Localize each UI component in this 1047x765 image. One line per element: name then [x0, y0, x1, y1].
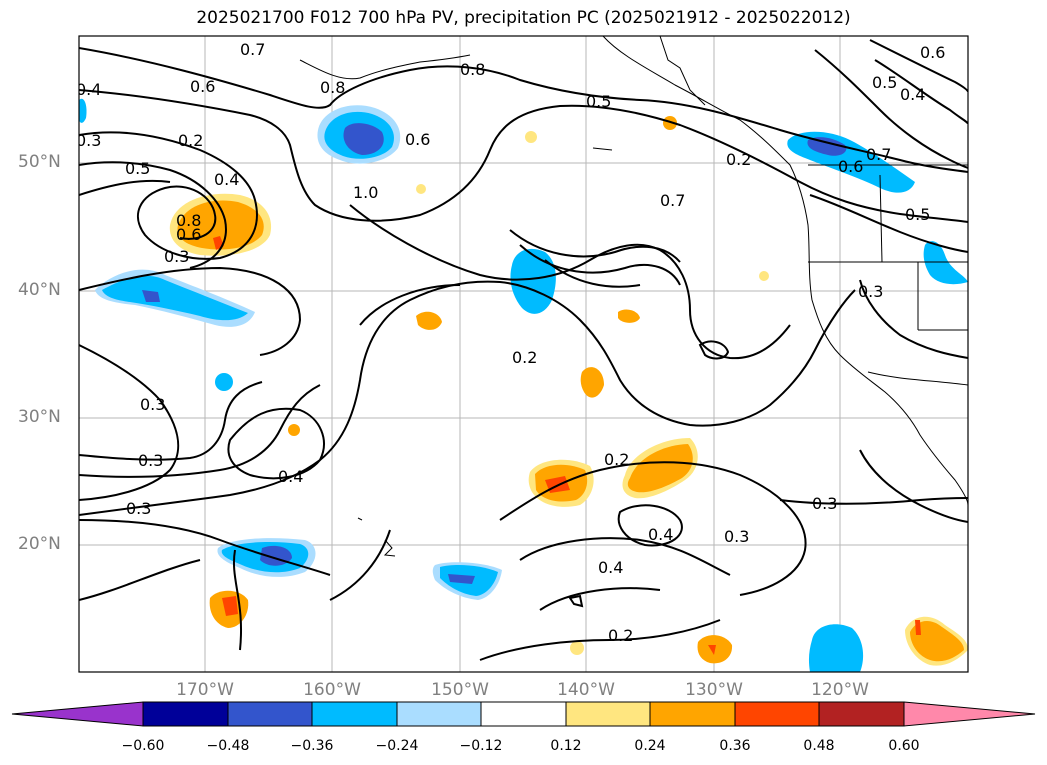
contour-labels: 0.7 0.6 0.4 0.3 0.2 0.5 0.4 0.8 0.6 0.3 …: [76, 40, 945, 645]
contour-label: 0.6: [190, 77, 215, 96]
contour-label: 0.7: [660, 191, 685, 210]
lon-label: 150°W: [431, 680, 489, 700]
contour-label: 0.3: [138, 451, 163, 470]
contour-label: 0.3: [126, 499, 151, 518]
colorbar-bin: [565, 701, 651, 727]
colorbar-bin: [142, 701, 229, 727]
lat-label: 20°N: [18, 534, 61, 554]
map-frame: [78, 35, 969, 673]
colorbar-tick-label: −0.48: [206, 738, 250, 754]
contour-label: 0.4: [598, 558, 623, 577]
contour-label: 0.3: [140, 395, 165, 414]
contour-label: 0.4: [76, 80, 101, 99]
colorbar-tick-label: 0.60: [888, 738, 920, 754]
colorbar-extend-high: [903, 701, 1036, 727]
contour-label: 0.5: [905, 205, 930, 224]
lon-label: 130°W: [685, 680, 743, 700]
colorbar-bin: [734, 701, 820, 727]
lon-label: 140°W: [557, 680, 615, 700]
contour-label: 0.7: [240, 40, 265, 59]
contour-label: 0.6: [838, 157, 863, 176]
contour-label: 0.4: [214, 170, 239, 189]
contour-label: 0.5: [872, 73, 897, 92]
colorbar-tick-label: −0.36: [290, 738, 334, 754]
lat-label: 50°N: [18, 152, 61, 172]
contour-label: 0.6: [405, 130, 430, 149]
contour-label: 0.6: [176, 225, 201, 244]
colorbar-tick-label: 0.48: [803, 738, 835, 754]
colorbar-tick-label: 0.36: [719, 738, 751, 754]
contour-label: 0.8: [460, 60, 485, 79]
contour-label: 0.5: [586, 92, 611, 111]
contour-label: 0.4: [278, 467, 303, 486]
contour-label: 0.4: [648, 525, 673, 544]
contour-label: 0.3: [858, 282, 883, 301]
contour-label: 0.7: [866, 145, 891, 164]
contour-label: 0.2: [512, 348, 537, 367]
colorbar-bin: [480, 701, 567, 727]
colorbar-bin: [818, 701, 905, 727]
contour-label: 1.0: [353, 183, 378, 202]
colorbar-bin: [396, 701, 482, 727]
contour-label: 0.6: [920, 43, 945, 62]
contour-label: 0.3: [164, 247, 189, 266]
contour-label: 0.2: [604, 450, 629, 469]
colorbar-extend-low: [11, 701, 144, 727]
lon-label: 120°W: [811, 680, 869, 700]
colorbar-tick-label: −0.12: [459, 738, 503, 754]
contour-label: 0.2: [726, 150, 751, 169]
colorbar-tick-label: −0.60: [121, 738, 165, 754]
lon-label: 170°W: [176, 680, 234, 700]
contour-label: 0.8: [320, 78, 345, 97]
lat-label: 30°N: [18, 407, 61, 427]
contour-label: 0.2: [608, 626, 633, 645]
contour-label: 0.8: [176, 211, 201, 230]
lon-label: 160°W: [303, 680, 361, 700]
contour-label: 0.3: [76, 131, 101, 150]
colorbar-tick-label: −0.24: [375, 738, 419, 754]
colorbar: [11, 701, 1036, 727]
coastlines: [299, 36, 968, 557]
contour-label: 0.4: [900, 85, 925, 104]
contour-label: 0.3: [724, 527, 749, 546]
map-title: 2025021700 F012 700 hPa PV, precipitatio…: [196, 8, 851, 28]
lat-label: 40°N: [18, 280, 61, 300]
pv-contours: [79, 39, 968, 661]
colorbar-tick-label: 0.24: [634, 738, 666, 754]
colorbar-tick-label: 0.12: [550, 738, 582, 754]
contour-label: 0.3: [812, 494, 837, 513]
colorbar-bin: [649, 701, 736, 727]
colorbar-bin: [311, 701, 398, 727]
contour-label: 0.5: [125, 159, 150, 178]
contour-label: 0.2: [178, 131, 203, 150]
colorbar-bin: [227, 701, 313, 727]
